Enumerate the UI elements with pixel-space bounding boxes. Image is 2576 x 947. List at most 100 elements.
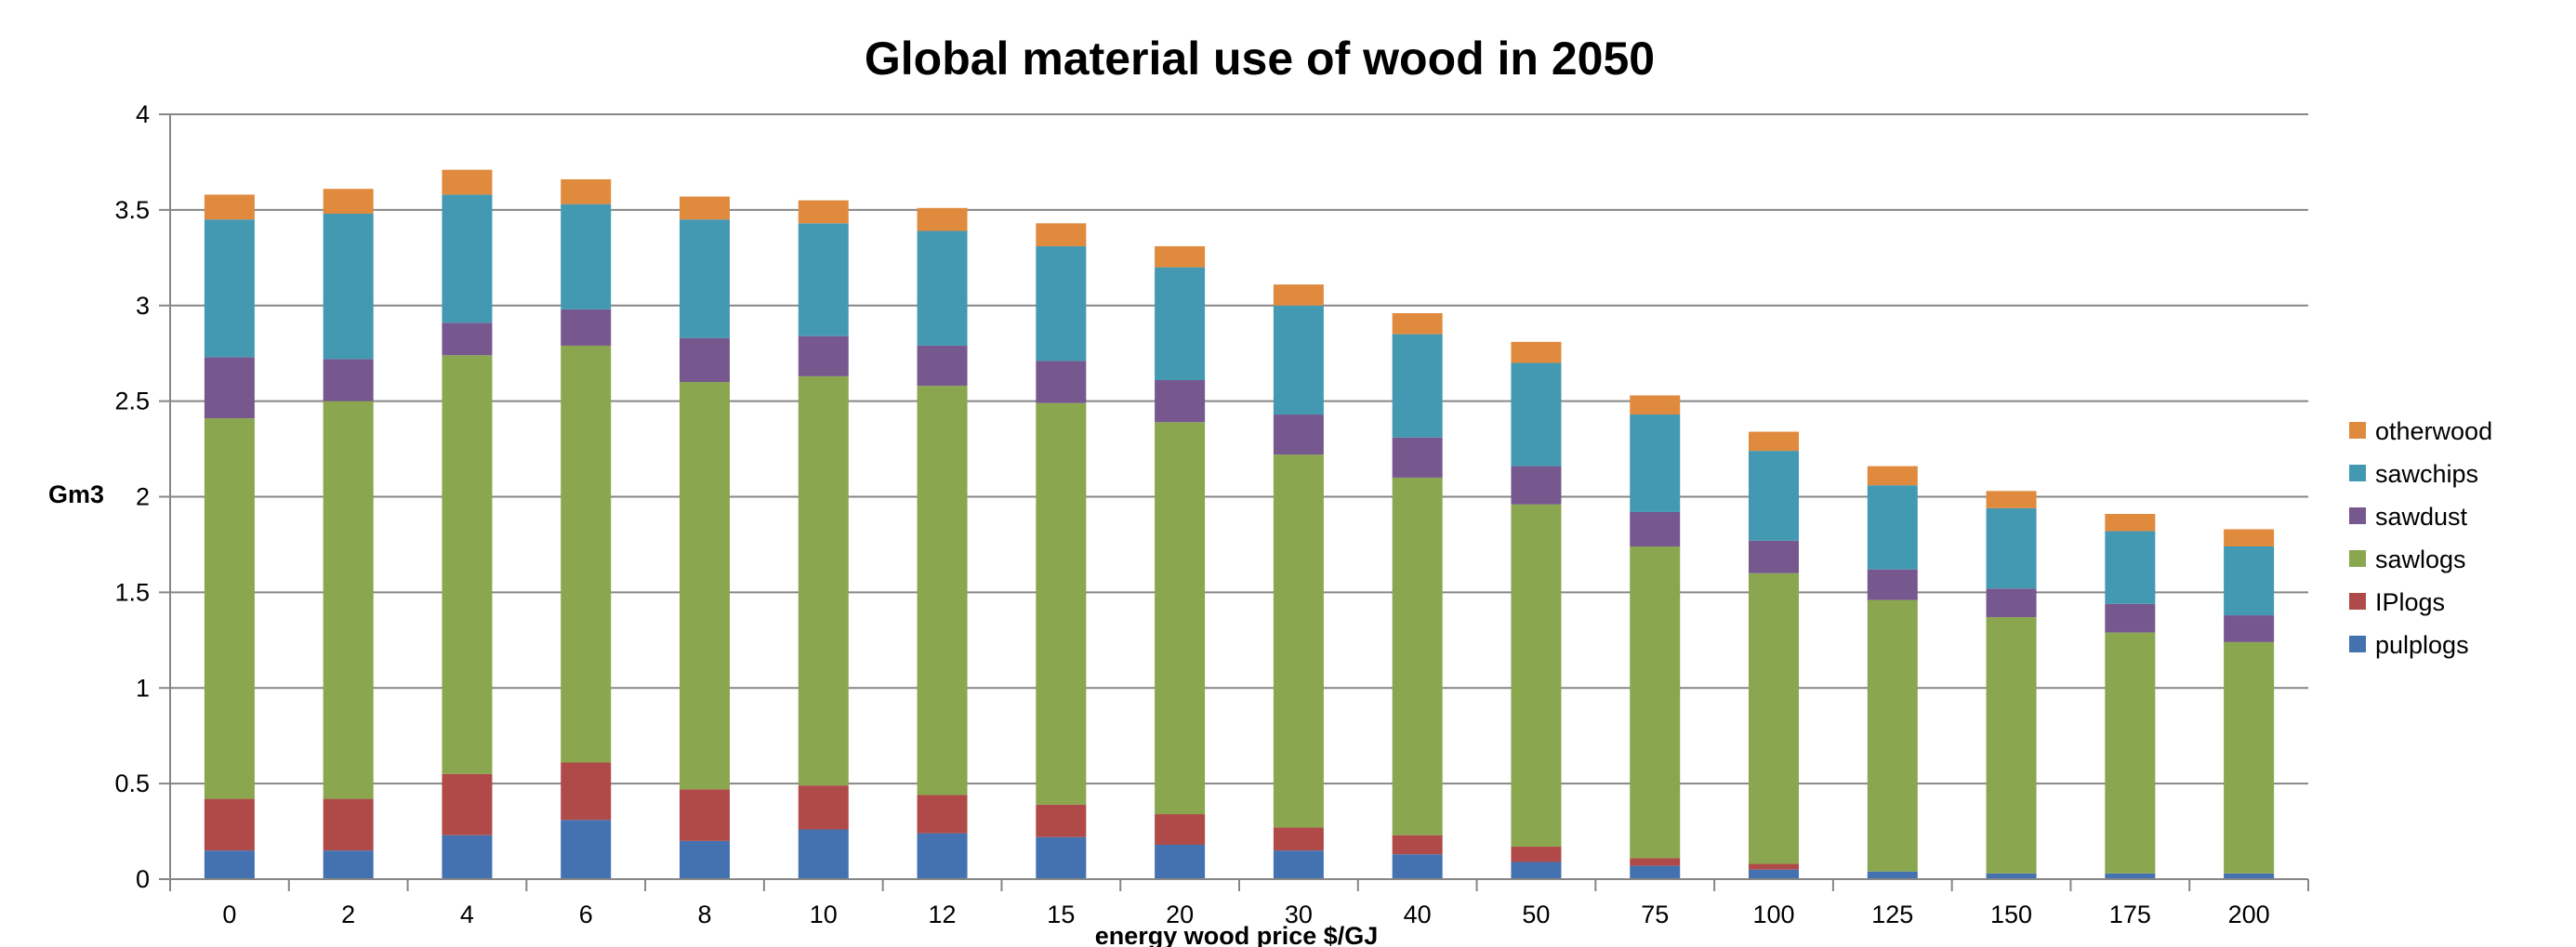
bar-segment-otherwood <box>2105 514 2156 532</box>
x-tick-label: 75 <box>1641 901 1669 928</box>
bar-segment-otherwood <box>1630 395 1681 415</box>
bar-segment-sawchips <box>1986 507 2037 589</box>
bar-segment-IPlogs <box>442 773 493 835</box>
bar-segment-pulplogs <box>1511 862 1562 879</box>
bar-segment-sawchips <box>1749 451 1799 541</box>
legend-swatch-sawlogs <box>2349 550 2366 567</box>
bar-segment-otherwood <box>204 194 255 220</box>
bars <box>204 169 2275 879</box>
bar-segment-sawlogs <box>204 418 255 799</box>
x-tick-label: 2 <box>341 901 355 928</box>
y-tick-label: 1 <box>136 674 150 702</box>
x-tick-label: 6 <box>579 901 593 928</box>
bar-segment-pulplogs <box>2224 873 2275 879</box>
bar-segment-IPlogs <box>1273 827 1324 851</box>
legend-swatch-pulplogs <box>2349 636 2366 652</box>
bar-segment-otherwood <box>680 196 730 220</box>
bar-segment-pulplogs <box>917 833 968 879</box>
bar-segment-pulplogs <box>1630 865 1681 879</box>
bar-segment-pulplogs <box>1273 850 1324 879</box>
bar-segment-otherwood <box>917 207 968 231</box>
bar-segment-otherwood <box>1392 312 1443 335</box>
bar-segment-sawlogs <box>1155 422 1206 815</box>
bar-segment-otherwood <box>2224 529 2275 546</box>
bar-segment-sawlogs <box>1630 546 1681 859</box>
bar-segment-sawdust <box>561 309 612 346</box>
bar-segment-sawlogs <box>2224 641 2275 874</box>
bar-segment-sawdust <box>1392 437 1443 478</box>
bar-segment-sawdust <box>442 322 493 356</box>
bar-segment-IPlogs <box>1511 847 1562 862</box>
bar-segment-sawdust <box>1036 361 1087 403</box>
bar-segment-sawlogs <box>1036 402 1087 805</box>
x-tick-label: 50 <box>1522 901 1550 928</box>
bar-segment-otherwood <box>1867 466 1918 486</box>
bar-segment-otherwood <box>442 169 493 195</box>
x-tick-label: 12 <box>929 901 957 928</box>
legend-swatch-sawchips <box>2349 465 2366 481</box>
bar-segment-IPlogs <box>1036 804 1087 837</box>
bar-segment-otherwood <box>798 200 849 224</box>
bar-segment-pulplogs <box>204 850 255 879</box>
bar-segment-sawlogs <box>1511 504 1562 848</box>
bar-segment-IPlogs <box>680 789 730 841</box>
axes: 00.511.522.533.540 2 4 6 8 10 12 15 20 30 40 50 75 10… <box>114 100 2309 928</box>
bar-segment-IPlogs <box>798 785 849 830</box>
legend-label-otherwood: otherwood <box>2375 417 2492 445</box>
legend-label-pulplogs: pulplogs <box>2375 631 2469 659</box>
bar-segment-sawchips <box>1867 485 1918 570</box>
bar-segment-pulplogs <box>1986 873 2037 879</box>
bar-segment-sawchips <box>2105 531 2156 604</box>
bar-segment-sawdust <box>204 357 255 419</box>
y-axis-label: Gm3 <box>48 480 104 508</box>
bar-segment-pulplogs <box>442 835 493 879</box>
bar-segment-IPlogs <box>1749 863 1799 870</box>
bar-segment-sawdust <box>2105 603 2156 633</box>
bar-segment-otherwood <box>1036 223 1087 246</box>
bar-segment-otherwood <box>1273 284 1324 306</box>
bar-segment-sawchips <box>1392 334 1443 438</box>
bar-segment-pulplogs <box>1155 844 1206 879</box>
bar-segment-sawchips <box>1036 245 1087 362</box>
bar-segment-sawchips <box>1273 305 1324 415</box>
x-axis-label: energy wood price $/GJ <box>1095 922 1379 947</box>
bar-segment-sawdust <box>1749 540 1799 573</box>
bar-segment-sawlogs <box>561 345 612 763</box>
bar-segment-sawchips <box>323 213 374 360</box>
y-tick-label: 3.5 <box>114 196 150 224</box>
bar-segment-sawchips <box>1630 414 1681 512</box>
bar-segment-sawlogs <box>1273 454 1324 828</box>
y-tick-label: 2 <box>136 483 150 511</box>
y-tick-label: 0.5 <box>114 769 150 797</box>
bar-segment-pulplogs <box>798 829 849 879</box>
bar-segment-otherwood <box>323 189 374 214</box>
bar-segment-sawdust <box>798 335 849 376</box>
bar-segment-sawdust <box>1511 466 1562 505</box>
bar-segment-pulplogs <box>2105 873 2156 879</box>
bar-segment-sawdust <box>1155 379 1206 423</box>
legend-label-IPlogs: IPlogs <box>2375 588 2445 616</box>
bar-segment-IPlogs <box>1392 835 1443 855</box>
bar-segment-pulplogs <box>1036 836 1087 879</box>
bar-segment-sawdust <box>1273 414 1324 455</box>
bar-segment-IPlogs <box>1630 858 1681 866</box>
bar-segment-pulplogs <box>1867 871 1918 879</box>
x-tick-label: 100 <box>1752 901 1794 928</box>
chart-title: Global material use of wood in 2050 <box>865 33 1655 85</box>
bar-segment-sawchips <box>2224 546 2275 616</box>
bar-segment-otherwood <box>1749 431 1799 452</box>
x-tick-label: 150 <box>1990 901 2032 928</box>
bar-segment-sawchips <box>680 219 730 338</box>
x-tick-label: 200 <box>2228 901 2270 928</box>
bar-segment-pulplogs <box>680 840 730 879</box>
bar-segment-otherwood <box>561 178 612 204</box>
bar-segment-sawlogs <box>798 375 849 786</box>
legend-swatch-sawdust <box>2349 507 2366 524</box>
bar-segment-otherwood <box>1986 491 2037 508</box>
x-tick-label: 40 <box>1404 901 1432 928</box>
bar-segment-IPlogs <box>204 798 255 851</box>
bar-segment-sawlogs <box>442 355 493 774</box>
bar-segment-sawchips <box>1155 267 1206 380</box>
bar-segment-pulplogs <box>1749 869 1799 879</box>
